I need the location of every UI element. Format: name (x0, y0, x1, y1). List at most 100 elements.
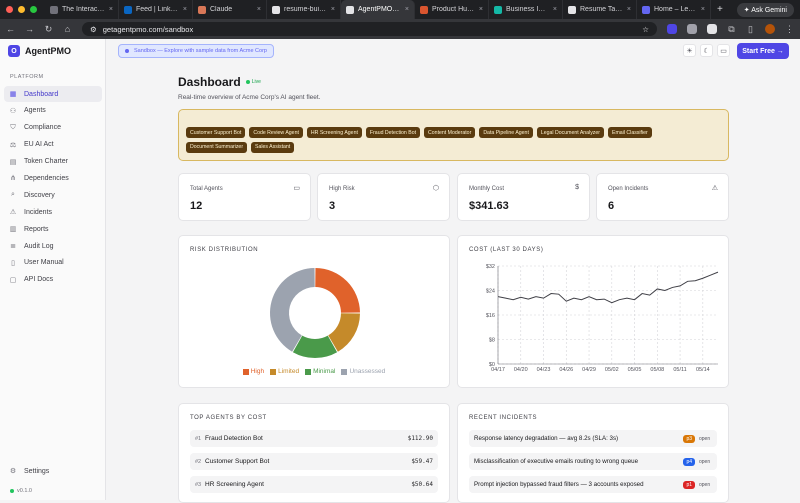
sidebar-item-dependencies[interactable]: ⋔ Dependencies (4, 170, 102, 186)
agent-row[interactable]: #2 Customer Support Bot $59.47 (190, 453, 438, 470)
agent-chip[interactable]: Email Classifier (608, 127, 652, 138)
tab-close-icon[interactable]: × (404, 6, 409, 13)
log-icon: ≣ (10, 243, 16, 251)
browser-toolbar: ← → ↻ ⌂ ⚙ getagentpmo.com/sandbox ☆ ⧉ ▯ … (0, 19, 800, 39)
close-window-button[interactable] (6, 6, 13, 13)
agent-chip[interactable]: Code Review Agent (249, 127, 303, 138)
forward-icon[interactable]: → (25, 24, 34, 34)
sidebar-item-settings[interactable]: ⚙ Settings (4, 463, 102, 479)
tab-title: Resume Tailor – (580, 6, 623, 13)
address-bar[interactable]: ⚙ getagentpmo.com/sandbox ☆ (82, 22, 657, 36)
browser-tab[interactable]: AgentPMO — AI× (341, 0, 415, 19)
extension-icon[interactable] (707, 24, 717, 34)
incident-row[interactable]: Response latency degradation — avg 8.2s … (469, 430, 717, 447)
browser-tab[interactable]: Home – Leclerc× (637, 0, 711, 19)
site-info-icon[interactable]: ⚙ (90, 24, 97, 34)
extension-icon[interactable] (667, 24, 677, 34)
agent-row[interactable]: #1 Fraud Detection Bot $112.90 (190, 430, 438, 447)
profile-avatar[interactable] (765, 24, 775, 34)
x-tick-label: 05/08 (650, 367, 664, 373)
sidebar-item-token-charter[interactable]: ▤ Token Charter (4, 154, 102, 170)
minimize-window-button[interactable] (18, 6, 25, 13)
legend-label: Limited (278, 368, 300, 375)
ask-gemini-button[interactable]: ✦ Ask Gemini (736, 2, 794, 17)
tab-close-icon[interactable]: × (552, 6, 557, 13)
tab-close-icon[interactable]: × (182, 6, 187, 13)
shield-icon: ⛉ (10, 123, 16, 131)
tab-favicon-icon (568, 5, 576, 14)
book-icon: ▯ (11, 259, 15, 267)
agent-name: Fraud Detection Bot (205, 435, 263, 442)
agent-chips: Customer Support Bot Code Review Agent HR … (186, 127, 686, 153)
browser-tab[interactable]: The Interactive P× (45, 0, 119, 19)
reload-icon[interactable]: ↻ (44, 23, 53, 34)
maximize-window-button[interactable] (30, 6, 37, 13)
home-icon[interactable]: ⌂ (64, 24, 71, 34)
browser-tab[interactable]: Claude × (193, 0, 267, 19)
tab-close-icon[interactable]: × (330, 6, 335, 13)
dark-theme-button[interactable]: ☾ (700, 44, 713, 57)
start-free-button[interactable]: Start Free → (737, 43, 789, 59)
sidebar-item-api-docs[interactable]: ▢ API Docs (4, 272, 102, 288)
extensions-puzzle-icon[interactable]: ⧉ (728, 23, 735, 34)
y-tick-label: $32 (486, 264, 495, 270)
agent-chip[interactable]: Document Summarizer (186, 141, 248, 153)
sidebar-item-dashboard[interactable]: ▦ Dashboard (4, 86, 102, 102)
card-title: COST (LAST 30 DAYS) (469, 247, 544, 253)
sidebar-item-label: Reports (24, 225, 49, 233)
tab-close-icon[interactable]: × (256, 6, 261, 13)
agent-cost: $112.90 (407, 435, 433, 442)
sidebar-item-reports[interactable]: ▥ Reports (4, 221, 102, 237)
agent-chip[interactable]: Legal Document Analyzer (536, 127, 605, 138)
browser-tab[interactable]: Resume Tailor –× (563, 0, 637, 19)
sidebar-item-compliance[interactable]: ⛉ Compliance (4, 120, 102, 136)
browser-tab[interactable]: resume-builder × (267, 0, 341, 19)
kpi-label: Total Agents (190, 186, 223, 192)
cost-line-chart: $0 $8 $16 $24 $32 04/17 04/20 04/23 04/26 04/29 05… (486, 264, 719, 373)
kpi-card: High Risk ⬡ 3 (317, 173, 450, 221)
incident-row[interactable]: Prompt injection bypassed fraud filters … (469, 476, 717, 493)
browser-tabs: The Interactive P×Feed | LinkedIn×Claude… (45, 0, 711, 19)
agent-chip[interactable]: Sales Assistant (251, 141, 295, 153)
light-theme-button[interactable]: ☀ (683, 44, 696, 57)
agent-chip[interactable]: Customer Support Bot (186, 127, 246, 138)
sidebar-item-discovery[interactable]: ⌕ Discovery (4, 187, 102, 203)
sidebar-item-eu-ai-act[interactable]: ⚖ EU AI Act (4, 137, 102, 153)
menu-icon[interactable]: ⋮ (785, 23, 794, 34)
sidebar-item-agents[interactable]: ⚇ Agents (4, 103, 102, 119)
agent-chip[interactable]: Fraud Detection Bot (365, 127, 421, 138)
legend-label: Unassessed (349, 368, 386, 375)
kpi-value: $341.63 (469, 200, 509, 212)
tab-close-icon[interactable]: × (108, 6, 113, 13)
agent-row[interactable]: #3 HR Screening Agent $50.64 (190, 476, 438, 493)
agent-chip[interactable]: Data Pipeline Agent (479, 127, 533, 138)
agent-chip[interactable]: HR Screening Agent (306, 127, 362, 138)
extension-icon[interactable] (687, 24, 697, 34)
new-tab-button[interactable]: + (717, 4, 723, 15)
incident-row[interactable]: Misclassification of executive emails ro… (469, 453, 717, 470)
sidebar-item-label: API Docs (24, 276, 54, 284)
back-icon[interactable]: ← (6, 24, 15, 34)
tab-close-icon[interactable]: × (478, 6, 483, 13)
tab-title: Business Idea Va (506, 6, 549, 13)
brand[interactable]: O AgentPMO (8, 45, 71, 57)
x-tick-label: 04/26 (559, 367, 573, 373)
tab-close-icon[interactable]: × (700, 6, 705, 13)
tab-close-icon[interactable]: × (626, 6, 631, 13)
recent-incidents-card: RECENT INCIDENTS Response latency degrad… (457, 403, 729, 503)
page-title: Dashboard (178, 75, 241, 89)
browser-tab[interactable]: Feed | LinkedIn× (119, 0, 193, 19)
sidebar-item-user-manual[interactable]: ▯ User Manual (4, 255, 102, 271)
sandbox-text: Sandbox — Explore with sample data from … (134, 48, 267, 54)
sidebar-item-audit-log[interactable]: ≣ Audit Log (4, 238, 102, 254)
legend-item: Limited (270, 368, 299, 375)
agent-chip[interactable]: Content Moderator (424, 127, 476, 138)
browser-tab[interactable]: Business Idea Va× (489, 0, 563, 19)
sidebar-item-incidents[interactable]: ⚠ Incidents (4, 204, 102, 220)
x-tick-label: 04/23 (537, 367, 551, 373)
browser-tab[interactable]: Product Hunt – T× (415, 0, 489, 19)
bookmark-star-icon[interactable]: ☆ (642, 24, 649, 34)
system-theme-button[interactable]: ▭ (717, 44, 730, 57)
y-tick-label: $0 (489, 362, 495, 368)
sidepanel-icon[interactable]: ▯ (748, 23, 753, 34)
